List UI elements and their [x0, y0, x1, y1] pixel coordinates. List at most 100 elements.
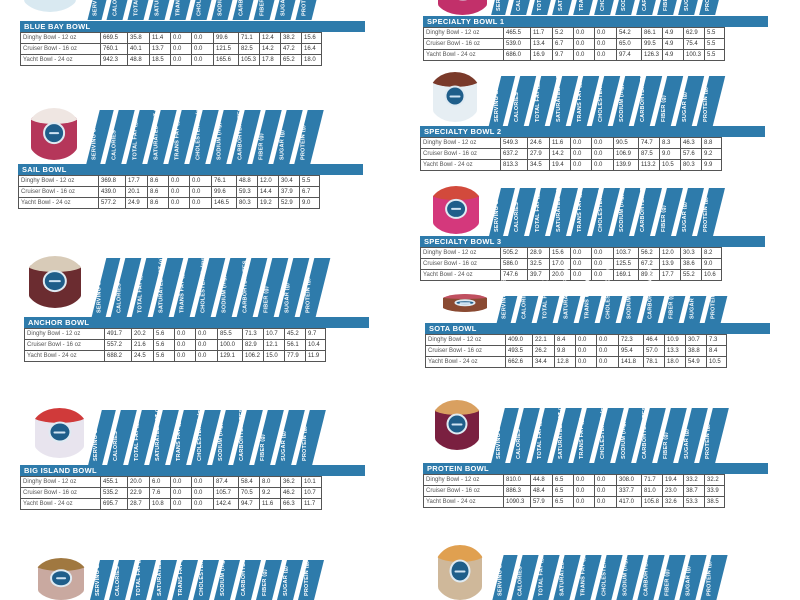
value-cell: 13.3 [664, 345, 686, 357]
value-cell: 11.7 [530, 27, 553, 39]
value-cell: 9.0 [659, 148, 681, 160]
value-cell: 465.5 [503, 27, 531, 39]
table-row: Cruiser Bowl - 16 oz 557.2 21.6 5.6 0.0 0.0 10… [24, 339, 326, 351]
value-cell: 8.6 [147, 197, 169, 209]
value-cell: 6.5 [552, 496, 574, 508]
nutrition-table: Dinghy Bowl - 12 oz 549.3 24.6 11.6 0.0 0.0 90… [420, 137, 722, 171]
table-row: Dinghy Bowl - 12 oz 505.2 28.9 15.6 0.0 0.0 10… [420, 247, 722, 259]
value-cell: 886.3 [503, 485, 531, 497]
brand-logo-icon [444, 85, 466, 107]
value-cell: 8.8 [701, 137, 722, 149]
bowl-photo [435, 0, 490, 15]
brand-logo-icon [42, 270, 68, 292]
value-cell: 9.7 [305, 328, 326, 340]
value-cell: 86.1 [641, 27, 663, 39]
value-cell: 6.7 [299, 186, 320, 198]
value-cell: 0.0 [591, 137, 614, 149]
serving-size-cell: Cruiser Bowl - 16 oz [425, 345, 506, 357]
bowl-photo [430, 72, 480, 122]
value-cell: 30.4 [278, 175, 300, 187]
value-cell: 99.6 [213, 32, 239, 44]
value-cell: 747.6 [500, 269, 528, 281]
value-cell: 0.0 [174, 339, 196, 351]
value-cell: 46.3 [680, 137, 702, 149]
value-cell: 35.8 [127, 32, 150, 44]
value-cell: 46.2 [280, 487, 302, 499]
table-row: Dinghy Bowl - 12 oz 465.5 11.7 5.2 0.0 0.0 54.… [423, 27, 725, 39]
value-cell: 10.9 [664, 334, 686, 346]
bowl-photo [432, 400, 482, 450]
value-cell: 57.9 [530, 496, 553, 508]
table-row: Dinghy Bowl - 12 oz 669.5 35.8 11.4 0.0 0.0 99… [20, 32, 322, 44]
value-cell: 0.0 [575, 345, 597, 357]
value-cell: 0.0 [594, 38, 617, 50]
value-cell: 0.0 [191, 476, 214, 488]
value-cell: 20.1 [125, 186, 148, 198]
value-cell: 15.6 [301, 32, 322, 44]
bowl-title: BIG ISLAND BOWL [20, 465, 365, 476]
value-cell: 10.8 [149, 498, 171, 510]
value-cell: 19.2 [257, 197, 279, 209]
value-cell: 121.5 [213, 43, 239, 55]
bowl-title: SPECIALTY BOWL 2 [420, 126, 765, 137]
value-cell: 74.7 [638, 137, 660, 149]
brand-logo-icon [449, 559, 471, 583]
value-cell: 19.4 [662, 474, 684, 486]
value-cell: 337.7 [616, 485, 642, 497]
column-header: SERVING SIZE [496, 278, 518, 323]
value-cell: 24.5 [131, 350, 154, 362]
value-cell: 26.2 [532, 345, 555, 357]
value-cell: 87.5 [638, 148, 660, 160]
value-cell: 17.7 [659, 269, 681, 281]
table-row: Dinghy Bowl - 12 oz 810.0 44.8 6.5 0.0 0.0 308… [423, 474, 725, 486]
value-cell: 18.0 [301, 54, 322, 66]
brand-logo-icon [454, 298, 476, 307]
value-cell: 0.0 [170, 43, 192, 55]
brand-logo-icon [47, 421, 72, 443]
value-cell: 9.7 [552, 49, 574, 61]
serving-size-cell: Yacht Bowl - 24 oz [425, 356, 506, 368]
table-row: Dinghy Bowl - 12 oz 455.1 20.0 6.0 0.0 0.0 87.… [20, 476, 322, 488]
value-cell: 105.3 [238, 54, 260, 66]
value-cell: 10.6 [701, 269, 722, 281]
value-cell: 0.0 [170, 498, 192, 510]
value-cell: 7.3 [706, 334, 727, 346]
value-cell: 760.1 [100, 43, 128, 55]
nutrition-table: Dinghy Bowl - 12 oz 810.0 44.8 6.5 0.0 0.0 308… [423, 474, 725, 508]
value-cell: 0.0 [573, 474, 595, 486]
value-cell: 0.0 [570, 247, 592, 259]
value-cell: 5.5 [299, 175, 320, 187]
value-cell: 10.5 [659, 159, 681, 171]
serving-size-cell: Yacht Bowl - 24 oz [423, 496, 504, 508]
value-cell: 126.3 [641, 49, 663, 61]
value-cell: 0.0 [168, 186, 190, 198]
serving-size-cell: Yacht Bowl - 24 oz [20, 54, 101, 66]
value-cell: 99.6 [211, 186, 237, 198]
bowl-title: SPECIALTY BOWL 3 [420, 236, 765, 247]
value-cell: 942.3 [100, 54, 128, 66]
serving-size-cell: Cruiser Bowl - 16 oz [420, 258, 501, 270]
value-cell: 19.4 [549, 159, 571, 171]
value-cell: 22.9 [127, 487, 150, 499]
value-cell: 549.3 [500, 137, 528, 149]
value-cell: 17.7 [125, 175, 148, 187]
value-cell: 8.4 [706, 345, 727, 357]
value-cell: 38.8 [685, 345, 707, 357]
serving-size-cell: Yacht Bowl - 24 oz [18, 197, 99, 209]
value-cell: 28.9 [527, 247, 550, 259]
column-header: TOTAL FAT (g) [536, 279, 560, 323]
brand-logo-icon [445, 198, 467, 220]
column-header: PROTEIN (g) [295, 0, 327, 20]
serving-size-cell: Dinghy Bowl - 12 oz [423, 27, 504, 39]
value-cell: 71.1 [238, 32, 260, 44]
value-cell: 54.2 [616, 27, 642, 39]
value-cell: 59.3 [236, 186, 258, 198]
value-cell: 0.0 [573, 496, 595, 508]
value-cell: 103.7 [613, 247, 639, 259]
value-cell: 20.2 [131, 328, 154, 340]
value-cell: 129.1 [217, 350, 243, 362]
